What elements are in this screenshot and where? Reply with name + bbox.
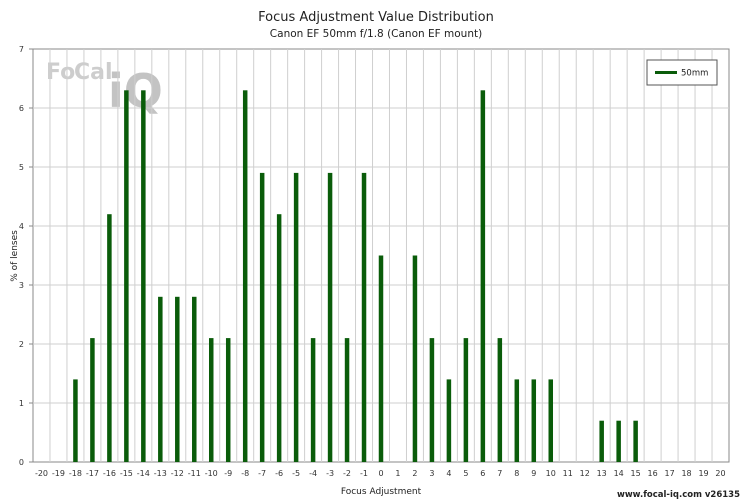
legend-label: 50mm xyxy=(681,69,708,79)
x-axis-label: Focus Adjustment xyxy=(341,487,422,497)
y-tick-label: 5 xyxy=(19,163,24,172)
bar xyxy=(463,338,469,462)
x-tick-label: -11 xyxy=(188,469,201,478)
y-tick-label: 1 xyxy=(19,399,24,408)
x-tick-label: 19 xyxy=(698,469,708,478)
chart-subtitle: Canon EF 50mm f/1.8 (Canon EF mount) xyxy=(270,28,482,40)
bar-series-50mm xyxy=(73,90,638,463)
x-tick-label: 18 xyxy=(681,469,691,478)
x-tick-label: 15 xyxy=(631,469,641,478)
x-tick-label: -14 xyxy=(137,469,150,478)
x-tick-label: -8 xyxy=(241,469,249,478)
y-axis-label: % of lenses xyxy=(10,230,20,282)
bar xyxy=(242,90,248,463)
x-tick-label: 2 xyxy=(412,469,417,478)
chart-title: Focus Adjustment Value Distribution xyxy=(258,10,494,25)
bar xyxy=(175,296,180,462)
bar xyxy=(310,338,316,462)
bar xyxy=(616,420,621,462)
x-tick-label: -18 xyxy=(69,469,82,478)
y-tick-label: 2 xyxy=(19,340,24,349)
x-tick-label: 1 xyxy=(395,469,400,478)
bar xyxy=(429,338,435,462)
x-tick-label: 12 xyxy=(580,469,590,478)
bar xyxy=(73,379,78,462)
x-tick-label: 9 xyxy=(531,469,536,478)
y-tick-label: 6 xyxy=(19,104,24,113)
y-tick-labels: 0 1 2 3 4 5 6 7 xyxy=(19,45,33,467)
x-tick-label: -12 xyxy=(171,469,184,478)
watermark-cal: Cal xyxy=(74,60,113,85)
y-tick-label: 7 xyxy=(19,45,24,54)
bar xyxy=(633,420,638,462)
x-tick-label: -2 xyxy=(343,469,351,478)
footer-credit: www.focal-iq.com v26135 xyxy=(617,490,740,500)
watermark-iq: iQ xyxy=(108,64,163,118)
x-tick-label: 11 xyxy=(563,469,573,478)
bar xyxy=(124,90,129,463)
bar xyxy=(141,90,146,463)
bar xyxy=(107,214,112,462)
y-tick-label: 0 xyxy=(19,458,24,467)
x-tick-label: -9 xyxy=(224,469,232,478)
x-tick-label: 5 xyxy=(463,469,468,478)
bar xyxy=(480,90,486,463)
x-tick-label: -16 xyxy=(103,469,116,478)
bar xyxy=(446,379,452,462)
bar xyxy=(158,296,163,462)
bar xyxy=(514,379,520,462)
x-tick-label: 6 xyxy=(480,469,485,478)
bar xyxy=(344,338,350,462)
x-tick-label: -10 xyxy=(205,469,218,478)
bar xyxy=(90,338,95,462)
bar xyxy=(259,172,265,462)
x-tick-label: -17 xyxy=(86,469,99,478)
x-tick-label: -20 xyxy=(35,469,48,478)
x-tick-label: -15 xyxy=(120,469,133,478)
x-tick-label: 14 xyxy=(614,469,624,478)
watermark-logo: Fo Cal iQ xyxy=(46,60,163,118)
x-tick-label: -5 xyxy=(292,469,300,478)
bar xyxy=(327,172,333,462)
x-tick-label: -7 xyxy=(258,469,266,478)
bar xyxy=(208,338,214,462)
bar xyxy=(192,296,197,462)
watermark-fo: Fo xyxy=(46,60,75,85)
x-tick-label: -4 xyxy=(309,469,317,478)
x-tick-label: 16 xyxy=(648,469,658,478)
x-tick-label: 7 xyxy=(497,469,502,478)
bar xyxy=(225,338,231,462)
legend: 50mm xyxy=(646,59,718,86)
x-tick-label: -13 xyxy=(154,469,167,478)
bar xyxy=(531,379,537,462)
bar xyxy=(361,172,367,462)
x-tick-label: 3 xyxy=(429,469,434,478)
x-tick-label: -1 xyxy=(360,469,368,478)
bar xyxy=(548,379,554,462)
bar xyxy=(412,255,418,462)
x-tick-label: 20 xyxy=(715,469,725,478)
x-tick-label: 8 xyxy=(514,469,519,478)
bar xyxy=(599,420,604,462)
bar xyxy=(293,172,299,462)
x-tick-label: 10 xyxy=(546,469,556,478)
grid-lines xyxy=(33,49,729,462)
x-tick-labels: -20 -19 -18 -17 -16 -15 -14 -13 -12 -11 -10 -9 -8 -7-… xyxy=(35,469,726,478)
x-tick-label: 17 xyxy=(664,469,674,478)
bar xyxy=(497,338,503,462)
y-tick-label: 4 xyxy=(19,222,24,231)
x-tick-label: -19 xyxy=(52,469,65,478)
x-tick-label: 4 xyxy=(446,469,451,478)
bar xyxy=(378,255,384,462)
y-tick-label: 3 xyxy=(19,281,24,290)
x-tick-label: -6 xyxy=(275,469,283,478)
x-tick-label: 13 xyxy=(597,469,607,478)
bar xyxy=(276,214,282,462)
x-tick-label: 0 xyxy=(378,469,383,478)
x-tick-label: -3 xyxy=(326,469,334,478)
